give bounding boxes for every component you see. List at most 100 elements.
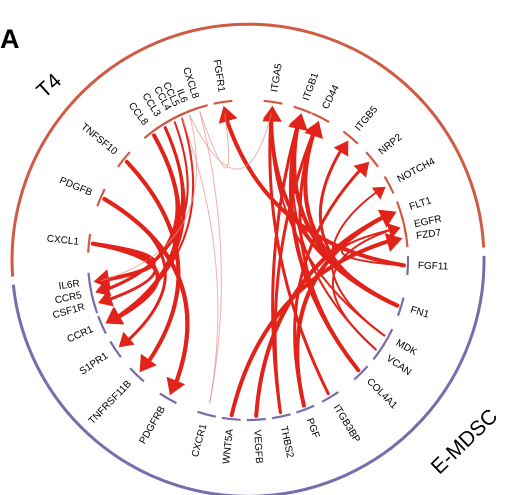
gene-label-fgfr1: FGFR1 — [211, 59, 227, 94]
arrowhead-s1pr1 — [118, 331, 135, 348]
chord-cxcl1-csf1r — [91, 242, 157, 303]
gene-label-cxcl1: CXCL1 — [46, 233, 80, 247]
arrowhead-itgb5 — [333, 140, 349, 157]
chord-cxcl8-fgfr1 — [199, 111, 230, 169]
arrowhead-ccr1 — [105, 310, 120, 324]
chord-ccl5-cxcr1 — [181, 118, 219, 404]
segment-vegfb — [246, 417, 266, 422]
segment-pdgfb — [96, 188, 106, 207]
gene-label-itgb5: ITGB5 — [353, 104, 380, 134]
segment-cxcr1 — [197, 410, 217, 418]
chord-vcan-itgb1 — [291, 119, 377, 351]
gene-label-cd44: CD44 — [320, 83, 342, 111]
gene-label-pdgfb: PDGFB — [58, 175, 94, 199]
segment-thbs2 — [271, 413, 291, 420]
segment-col4a1 — [353, 365, 369, 381]
segment-nrp2 — [365, 151, 379, 168]
gene-label-ccr1: CCR1 — [66, 324, 96, 345]
gene-label-vegfb: VEGFB — [251, 430, 264, 465]
chord-thbs2-itgb1 — [271, 119, 301, 415]
segment-vcan — [372, 343, 386, 361]
gene-label-pdgfrb: PDGFRB — [138, 404, 169, 446]
arrowhead-csf1r — [98, 290, 114, 307]
gene-label-vcan: VCAN — [384, 353, 413, 378]
segment-fn1 — [396, 297, 405, 317]
gene-label-col4a1: COL4A1 — [364, 376, 399, 411]
arrowhead-nrp2 — [353, 161, 370, 178]
group-label-emdsc: E-MDSC — [427, 405, 503, 479]
arrowhead-cd44 — [305, 121, 322, 137]
segment-cxcl8 — [189, 104, 208, 113]
segment-fgf11 — [406, 256, 410, 276]
segment-itgb5 — [342, 130, 359, 145]
arrowhead-fgfr1 — [218, 105, 238, 124]
segment-itgb1 — [293, 105, 312, 115]
segment-ccr1 — [97, 315, 107, 335]
segment-cd44 — [311, 112, 330, 123]
arrowhead-egfr — [387, 223, 401, 238]
panel-label: A — [0, 24, 20, 54]
gene-label-fgf11: FGF11 — [418, 261, 449, 273]
chord-links — [90, 105, 406, 418]
gene-label-fn1: FN1 — [409, 305, 431, 321]
segment-wnt5a — [221, 416, 241, 421]
chord-wnt5a-fzd7 — [229, 237, 397, 418]
segment-pdgfrb — [159, 392, 177, 405]
chord-pgf-nrp2 — [293, 165, 365, 408]
gene-label-pgf: PGF — [304, 417, 322, 440]
chord-ccl4-ccr5 — [102, 121, 189, 292]
segment-fgfr1 — [213, 99, 233, 105]
segment-tnfsf10 — [117, 151, 131, 168]
chord-fgf11-egfr — [340, 228, 405, 267]
segment-itga5 — [263, 99, 283, 105]
gene-label-itgb1: ITGB1 — [301, 71, 321, 102]
chord-cxcl8-cxcr1 — [199, 111, 222, 404]
chord-il6-il6r — [100, 114, 197, 282]
segment-flt1 — [395, 201, 404, 220]
gene-label-tnfrsf11b: TNFRSF11B — [87, 378, 134, 427]
gene-label-il6r: IL6R — [58, 278, 80, 292]
group-arc-t4 — [10, 22, 486, 277]
segment-tnfrsf11b — [129, 367, 145, 383]
segment-mdk — [382, 328, 394, 347]
arrowhead-pdgfrb — [166, 376, 185, 396]
segment-cxcl1 — [87, 233, 92, 253]
gene-label-nrp2: NRP2 — [377, 132, 405, 158]
segment-pgf — [296, 404, 315, 414]
gene-segments — [87, 99, 410, 422]
arrowhead-ccr5 — [95, 281, 110, 296]
chord-ccl5-ccr1 — [111, 117, 195, 322]
group-label-t4: T4 — [32, 69, 66, 103]
chord-mdk-itga5 — [270, 112, 386, 337]
gene-label-itga5: ITGA5 — [269, 62, 284, 93]
chord-col4a1-cd44 — [298, 126, 360, 372]
segment-fzd7 — [403, 228, 409, 248]
arrowhead-notch4 — [371, 186, 386, 200]
gene-label-cxcr1: CXCR1 — [190, 422, 210, 458]
gene-label-itgb3bp: ITGB3BP — [331, 403, 362, 445]
gene-label-flt1: FLT1 — [408, 195, 433, 213]
arrowhead-tnfrsf11b — [139, 353, 157, 373]
chord-il6-itga5 — [189, 113, 272, 170]
chord-tnfsf10-tnfrsf11b — [124, 159, 181, 369]
segment-s1pr1 — [109, 340, 122, 358]
arrowhead-fzd7 — [384, 233, 403, 252]
segment-il6r — [87, 272, 93, 292]
gene-label-thbs2: THBS2 — [278, 425, 296, 459]
chord-pdgfb-pdgfrb — [102, 197, 190, 391]
gene-label-notch4: NOTCH4 — [396, 156, 438, 185]
chord-fgf11-fgfr1 — [222, 111, 406, 268]
arrowhead-flt1 — [378, 209, 397, 228]
arrowhead-itgb1 — [291, 113, 306, 127]
segment-itgb3bp — [321, 391, 340, 403]
chord-itgb3bp-itga5 — [268, 112, 330, 396]
gene-label-il6: IL6 — [174, 87, 190, 104]
gene-label-fzd7: FZD7 — [416, 227, 443, 241]
segment-notch4 — [383, 176, 395, 194]
group-arc-emdsc — [11, 255, 486, 495]
arrowhead-itga5 — [262, 105, 280, 121]
gene-label-tnfsf10: TNFSF10 — [79, 122, 120, 158]
gene-label-s1pr1: S1PR1 — [78, 350, 111, 377]
